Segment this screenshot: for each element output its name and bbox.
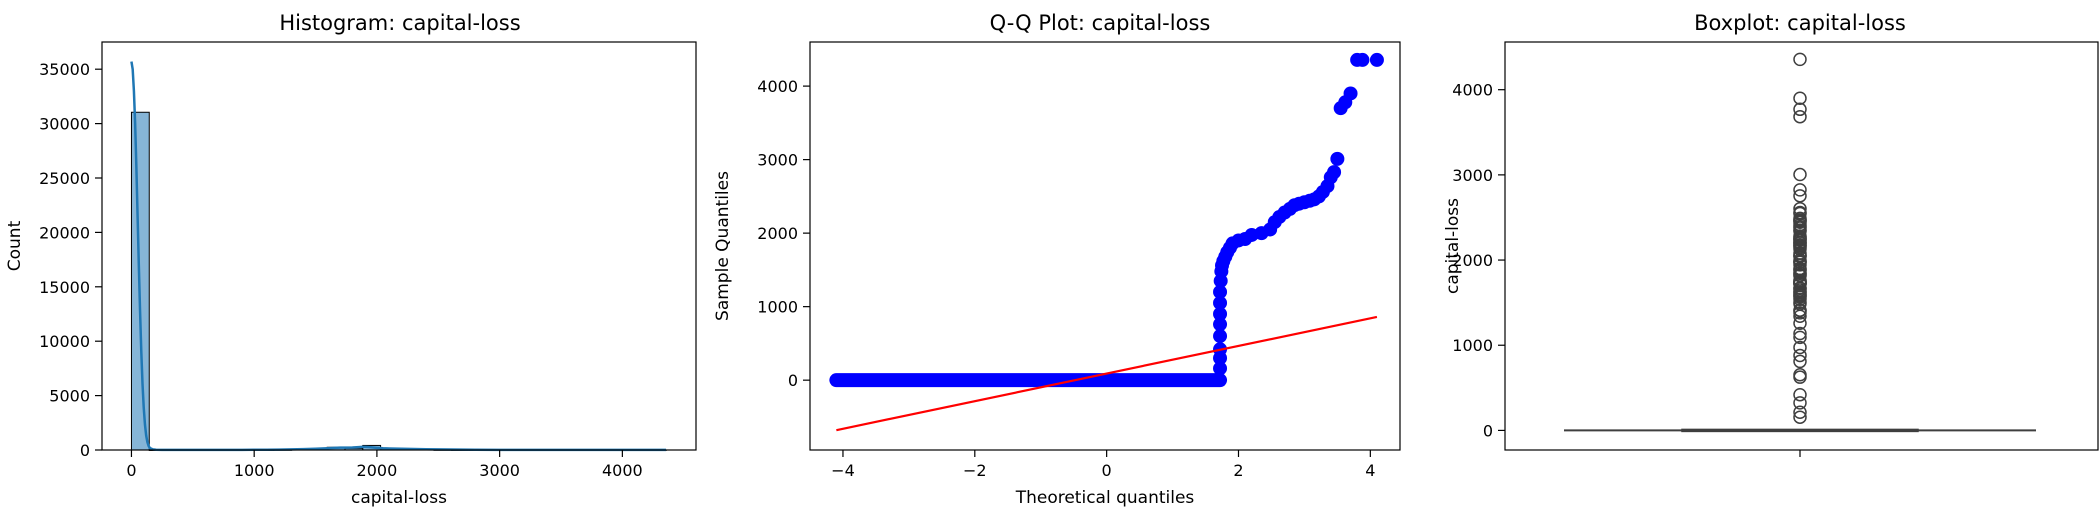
boxplot-y-tick-label: 4000	[1452, 81, 1493, 100]
boxplot-outlier	[1793, 340, 1807, 355]
histogram-y-tick-label: 30000	[39, 115, 90, 134]
qq-x-tick-label: 4	[1365, 461, 1375, 480]
histogram-plot-area	[102, 42, 696, 450]
histogram-y-ticks: 0 5000 10000 15000 20000 25000 30000 35000	[39, 60, 102, 460]
histogram-frame	[101, 41, 697, 451]
boxplot-outlier	[1793, 326, 1807, 341]
histogram-x-tick-label: 1000	[234, 461, 275, 480]
qq-x-tick-label: −4	[831, 461, 855, 480]
qq-x-ticks: −4 −2 0 2 4	[831, 450, 1375, 480]
histogram-x-tick-label: 4000	[602, 461, 643, 480]
qq-x-tick-label: 2	[1233, 461, 1243, 480]
boxplot-title: Boxplot: capital-loss	[1694, 11, 1906, 35]
histogram-x-tick-label: 2000	[357, 461, 398, 480]
boxplot-outlier	[1793, 52, 1807, 67]
qq-point	[1213, 361, 1228, 376]
boxplot-outlier	[1793, 91, 1807, 105]
boxplot-outlier	[1793, 109, 1807, 124]
qq-fit-line	[836, 315, 1378, 432]
boxplot-frame	[1504, 41, 2099, 451]
boxplot-outlier	[1793, 201, 1807, 216]
boxplot-outlier	[1793, 405, 1807, 420]
qq-x-axis-label: Theoretical quantiles	[1015, 488, 1195, 508]
boxplot-outlier	[1793, 183, 1807, 197]
boxplot-outlier	[1793, 354, 1807, 369]
boxplot-outlier	[1793, 396, 1807, 410]
boxplot-outlier	[1793, 205, 1807, 220]
qq-point	[1213, 329, 1228, 344]
qq-y-tick-label: 2000	[757, 224, 798, 243]
qq-x-tick-label: 0	[1102, 461, 1112, 480]
boxplot-y-ticks: 0 1000 2000 3000 4000	[1452, 81, 1505, 440]
histogram-x-tick-label: 0	[126, 461, 136, 480]
histogram-x-ticks: 0 1000 2000 3000 4000	[126, 450, 643, 480]
boxplot-outlier	[1793, 102, 1807, 117]
histogram-x-tick-label: 3000	[479, 461, 520, 480]
histogram-title: Histogram: capital-loss	[279, 11, 520, 35]
qq-panel: Q-Q Plot: capital-loss −4 −2 0 2 4 0 1000 2000…	[713, 11, 1401, 508]
qq-point	[1327, 165, 1342, 180]
histogram-x-axis-label: capital-loss	[351, 488, 447, 508]
qq-point	[1343, 86, 1358, 101]
histogram-y-tick-label: 25000	[39, 169, 90, 188]
boxplot-outlier	[1793, 303, 1807, 317]
qq-point	[1355, 52, 1370, 67]
histogram-y-tick-label: 15000	[39, 278, 90, 297]
boxplot-outlier	[1793, 330, 1807, 345]
qq-point	[1213, 295, 1228, 310]
qq-point	[1213, 307, 1228, 321]
qq-point	[1213, 317, 1228, 332]
qq-y-ticks: 0 1000 2000 3000 4000	[757, 77, 810, 390]
boxplot-box	[1564, 428, 2036, 433]
boxplot-outlier	[1793, 368, 1807, 382]
boxplot-y-tick-label: 3000	[1452, 166, 1493, 185]
qq-point	[1213, 284, 1228, 299]
boxplot-outliers	[1793, 52, 1807, 424]
qq-x-tick-label: −2	[963, 461, 987, 480]
boxplot-outlier	[1793, 211, 1807, 226]
qq-plot-area	[810, 42, 1400, 450]
qq-y-tick-label: 0	[788, 371, 798, 390]
qq-point	[1330, 151, 1345, 166]
qq-y-tick-label: 4000	[757, 77, 798, 96]
histogram-y-axis-label: Count	[5, 220, 25, 271]
boxplot-outlier	[1793, 189, 1807, 203]
qq-y-tick-label: 1000	[757, 298, 798, 317]
boxplot-panel: Boxplot: capital-loss 01000200030004000 …	[1443, 11, 2099, 457]
histogram-y-tick-label: 5000	[49, 387, 90, 406]
histogram-y-tick-label: 35000	[39, 60, 90, 79]
boxplot-y-tick-label: 0	[1483, 421, 1493, 440]
histogram-y-tick-label: 20000	[39, 223, 90, 242]
boxplot-outlier	[1793, 167, 1807, 182]
qq-y-axis-label: Sample Quantiles	[713, 171, 733, 321]
boxplot-y-tick-label: 2000	[1452, 251, 1493, 270]
boxplot-outlier	[1793, 410, 1807, 424]
qq-y-tick-label: 3000	[757, 151, 798, 170]
boxplot-outlier	[1793, 316, 1807, 331]
histogram-panel: Histogram: capital-loss 0 1000 2000 3000 400…	[5, 11, 697, 508]
histogram-y-tick-label: 0	[80, 441, 90, 460]
qq-frame	[809, 41, 1401, 451]
qq-point	[1369, 52, 1384, 67]
qq-points	[1213, 52, 1384, 376]
boxplot-y-tick-label: 1000	[1452, 336, 1493, 355]
boxplot-outlier	[1793, 348, 1807, 363]
qq-title: Q-Q Plot: capital-loss	[990, 11, 1211, 35]
boxplot-outlier	[1793, 246, 1807, 260]
boxplot-y-axis-label: capital-loss	[1443, 198, 1463, 294]
boxplot-outlier	[1793, 387, 1807, 402]
histogram-y-tick-label: 10000	[39, 332, 90, 351]
